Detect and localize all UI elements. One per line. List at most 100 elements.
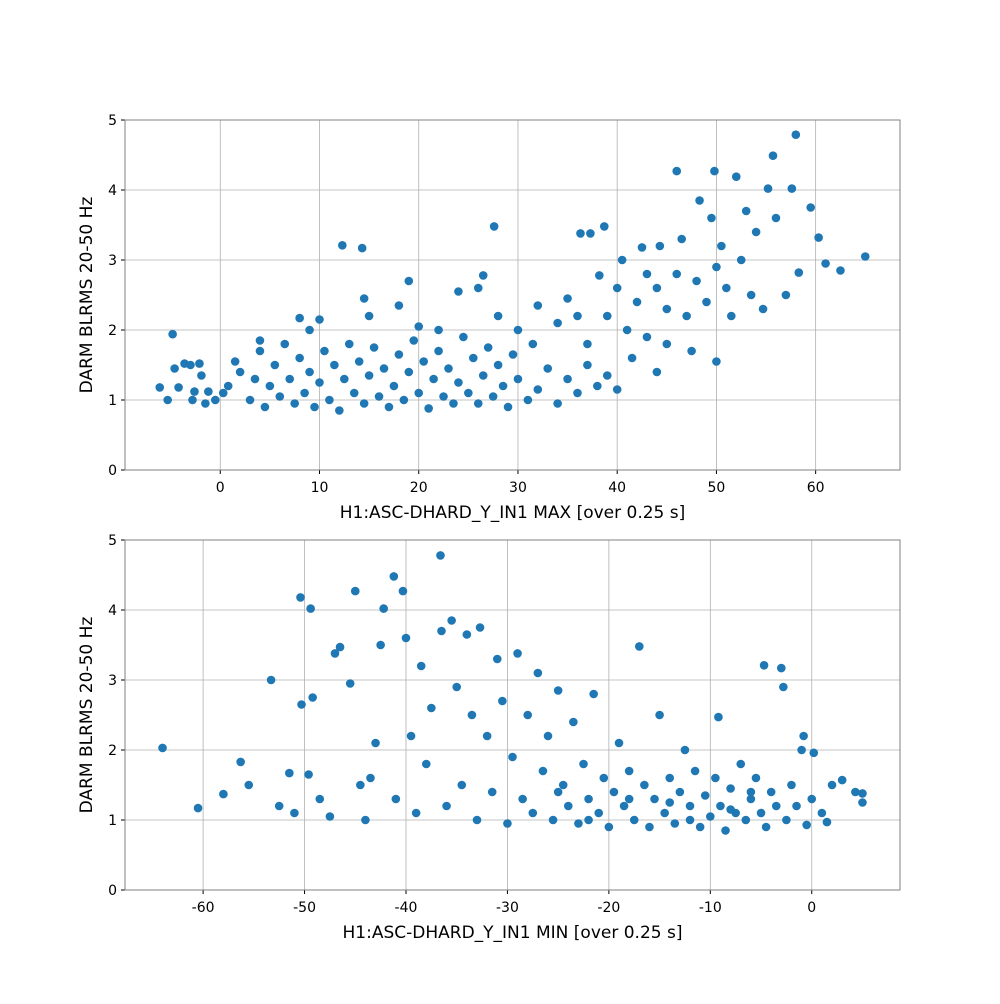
scatter-point [255, 346, 265, 356]
scatter-point [338, 241, 347, 250]
scatter-point [650, 794, 659, 804]
scatter-point [305, 367, 314, 377]
scatter-point [295, 353, 304, 363]
y-tick-label: 3 [108, 253, 117, 269]
scatter-point [163, 395, 172, 405]
scatter-point [768, 151, 778, 160]
scatter-point [285, 374, 295, 384]
scatter-point [409, 336, 419, 345]
scatter-point [376, 640, 385, 650]
scatter-point [758, 304, 768, 314]
x-tick-label: -50 [293, 900, 316, 916]
scatter-point [721, 826, 730, 835]
scatter-point [797, 745, 806, 755]
scatter-point [492, 654, 502, 664]
scatter-point [419, 357, 428, 366]
scatter-point [528, 808, 538, 818]
scatter-point [401, 633, 411, 643]
x-tick-label: 30 [509, 480, 527, 496]
scatter-point [771, 213, 781, 223]
scatter-point [469, 353, 478, 363]
scatter-point [787, 780, 796, 790]
scatter-point [204, 387, 213, 396]
scatter-point [467, 710, 477, 720]
scatter-point [741, 815, 751, 825]
scatter-point [822, 817, 832, 827]
scatter-point [553, 318, 562, 328]
scatter-point [436, 551, 445, 560]
scatter-point [487, 787, 497, 797]
scatter-point [265, 381, 275, 391]
scatter-point [371, 738, 380, 748]
y-tick-label: 4 [108, 183, 117, 199]
scatter-point [782, 815, 791, 825]
scatter-point [245, 395, 255, 405]
scatter-point [563, 801, 573, 811]
scatter-point [464, 388, 473, 398]
scatter-point [366, 773, 375, 783]
scatter-point [741, 206, 751, 216]
scatter-point [493, 360, 503, 370]
y-axis-label: DARM BLRMS 20-50 Hz [77, 617, 97, 814]
scatter-point [756, 808, 766, 818]
scatter-point [503, 402, 513, 412]
x-tick-label: 0 [216, 480, 225, 496]
scatter-point [270, 360, 280, 370]
scatter-point [594, 808, 604, 818]
scatter-point [250, 374, 260, 384]
scatter-point [389, 381, 399, 391]
scatter-point [680, 745, 690, 755]
scatter-point [244, 780, 254, 790]
scatter-point [672, 166, 682, 176]
scatter-point [306, 604, 315, 613]
scatter-point [714, 712, 723, 722]
scatter-point [533, 385, 543, 394]
scatter-point [763, 184, 773, 193]
scatter-point [442, 801, 451, 811]
scatter-point [751, 227, 761, 237]
y-tick-label: 2 [108, 323, 117, 339]
scatter-point [195, 359, 204, 368]
scatter-point [712, 357, 721, 366]
scatter-point [518, 794, 527, 804]
scatter-point [779, 682, 788, 692]
scatter-point [414, 322, 424, 331]
scatter-point [746, 794, 756, 804]
scatter-point [602, 311, 612, 321]
scatter-point [359, 294, 369, 303]
scatter-point [576, 229, 585, 238]
scatter-point [449, 399, 458, 408]
scatter-point [771, 801, 781, 811]
scatter-point [266, 675, 276, 685]
scatter-point [809, 748, 819, 758]
scatter-point [573, 388, 582, 398]
scatter-point [624, 794, 634, 804]
scatter-point [722, 283, 731, 293]
scatter-point [478, 271, 488, 280]
scatter-point [685, 815, 695, 825]
scatter-point [858, 798, 867, 807]
scatter-point [836, 266, 845, 275]
scatter-point [290, 399, 299, 408]
scatter-point [837, 775, 847, 785]
scatter-point [219, 789, 228, 799]
scatter-point [817, 808, 827, 818]
scatter-point [452, 682, 462, 692]
scatter-point [583, 360, 592, 370]
scatter-point [553, 787, 563, 797]
scatter-point [235, 367, 245, 377]
scatter-point [369, 343, 379, 352]
scatter-point [662, 339, 672, 349]
scatter-point [236, 757, 245, 767]
scatter-point [489, 222, 499, 231]
scatter-point [827, 780, 837, 790]
scatter-point [761, 822, 771, 832]
scatter-point [675, 787, 685, 797]
scatter-point [345, 679, 355, 688]
scatter-point [406, 731, 416, 741]
x-tick-label: 40 [608, 480, 626, 496]
scatter-point [706, 812, 715, 821]
scatter-point [411, 808, 421, 818]
scatter-point [802, 820, 811, 830]
scatter-point [655, 241, 665, 251]
